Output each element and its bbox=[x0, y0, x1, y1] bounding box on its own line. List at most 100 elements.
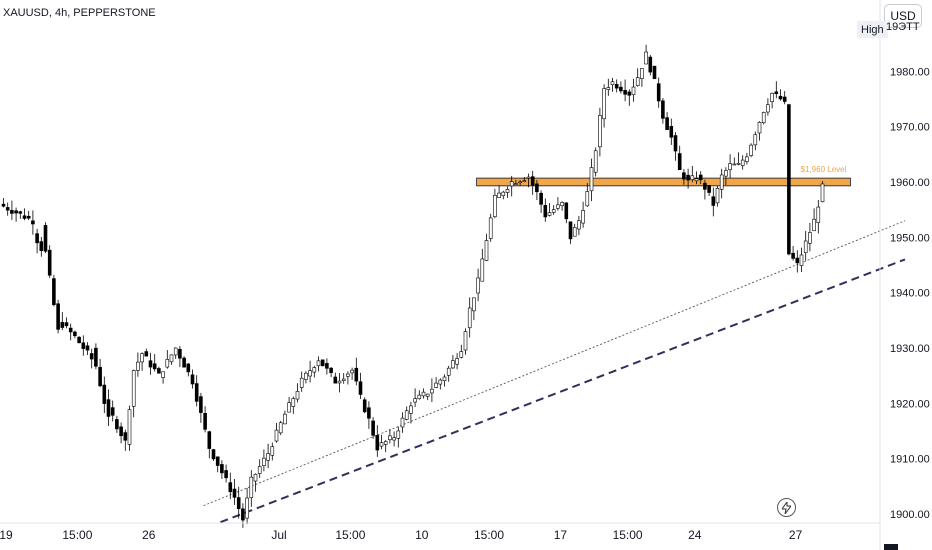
symbol-title[interactable]: XAUUSD, 4h, PEPPERSTONE bbox=[3, 7, 156, 19]
bear-candle-body bbox=[115, 419, 119, 430]
candle bbox=[89, 348, 94, 369]
bull-candle-body bbox=[736, 162, 741, 165]
bull-candle-body bbox=[610, 81, 615, 86]
bear-candle-body bbox=[703, 182, 707, 190]
candle bbox=[270, 442, 275, 461]
candle bbox=[526, 173, 531, 188]
candle bbox=[199, 392, 203, 423]
bull-candle-body bbox=[724, 170, 728, 177]
candle bbox=[47, 245, 52, 278]
candle bbox=[560, 201, 564, 211]
candle bbox=[795, 250, 800, 273]
y-tick-label: 1980.00 bbox=[890, 66, 930, 78]
candle bbox=[577, 215, 581, 236]
candle bbox=[635, 68, 640, 87]
bear-candle-body bbox=[98, 366, 102, 387]
bull-candle-body bbox=[501, 191, 506, 196]
lightning-glyph bbox=[782, 501, 791, 514]
bull-candle-body bbox=[589, 167, 594, 192]
candle bbox=[94, 343, 98, 370]
candle bbox=[619, 81, 623, 94]
bull-candle-body bbox=[463, 331, 468, 351]
candle bbox=[1, 197, 6, 208]
candle bbox=[551, 205, 556, 215]
candle bbox=[85, 342, 90, 356]
candle bbox=[207, 430, 212, 459]
bull-candle-body bbox=[388, 435, 392, 441]
bear-candle-body bbox=[539, 192, 543, 205]
candle bbox=[585, 183, 590, 207]
candle bbox=[98, 358, 102, 388]
bear-candle-body bbox=[778, 95, 783, 100]
candle bbox=[186, 362, 191, 377]
bear-candle-body bbox=[325, 363, 329, 369]
candle bbox=[371, 417, 375, 439]
bear-candle-body bbox=[677, 153, 682, 171]
bull-candle-body bbox=[270, 446, 275, 456]
candle bbox=[14, 207, 18, 222]
candle bbox=[665, 112, 669, 130]
bear-candle-body bbox=[375, 435, 380, 451]
candle bbox=[325, 358, 329, 375]
candle bbox=[556, 197, 560, 211]
candle bbox=[392, 431, 396, 447]
candle bbox=[5, 202, 10, 216]
candle bbox=[417, 390, 422, 400]
candle bbox=[690, 165, 695, 183]
candle bbox=[383, 439, 388, 453]
bear-candle-body bbox=[543, 204, 548, 218]
candle bbox=[127, 405, 132, 451]
bear-candle-body bbox=[224, 470, 228, 479]
bull-candle-body bbox=[316, 360, 321, 367]
candle bbox=[220, 460, 224, 479]
bear-candle-body bbox=[194, 383, 199, 402]
candle bbox=[77, 336, 81, 344]
candle bbox=[480, 248, 485, 282]
candle bbox=[589, 158, 594, 202]
bear-candle-body bbox=[362, 399, 367, 413]
candle bbox=[770, 92, 774, 109]
candle bbox=[446, 365, 451, 382]
candle bbox=[329, 366, 333, 378]
candle bbox=[362, 397, 367, 414]
bear-candle-body bbox=[665, 117, 669, 130]
bull-candle-body bbox=[547, 212, 552, 216]
bear-candle-body bbox=[47, 249, 52, 276]
bull-candle-body bbox=[446, 367, 451, 376]
bear-candle-body bbox=[215, 456, 220, 466]
currency-button[interactable]: USD bbox=[884, 4, 922, 28]
bull-candle-body bbox=[631, 86, 636, 96]
candle bbox=[274, 422, 279, 443]
candle bbox=[425, 393, 430, 401]
candle bbox=[81, 335, 86, 356]
bull-candle-body bbox=[581, 210, 585, 224]
bull-candle-body bbox=[383, 441, 388, 445]
candle bbox=[312, 365, 317, 378]
bull-candle-body bbox=[304, 372, 308, 380]
x-tick-label: 17 bbox=[554, 528, 568, 542]
candle bbox=[761, 111, 766, 125]
bear-candle-body bbox=[207, 431, 212, 449]
candle bbox=[182, 356, 186, 368]
y-tick-label: 1930.00 bbox=[890, 343, 930, 355]
bull-candle-body bbox=[484, 240, 489, 261]
currency-label: USD bbox=[890, 9, 916, 23]
x-tick-label: 19 bbox=[0, 528, 13, 542]
bear-candle-body bbox=[85, 345, 90, 351]
high-value-partial: 19ЭТТ bbox=[886, 21, 920, 33]
bear-candle-body bbox=[10, 210, 14, 214]
level-label: $1,960 Level bbox=[801, 165, 847, 174]
candle bbox=[215, 456, 220, 473]
bear-candle-body bbox=[39, 241, 44, 251]
bear-candle-body bbox=[669, 126, 674, 138]
bull-candle-body bbox=[417, 394, 422, 400]
candle bbox=[165, 350, 170, 369]
bull-candle-body bbox=[808, 232, 812, 244]
lightning-icon[interactable] bbox=[777, 498, 796, 517]
candle bbox=[627, 89, 632, 106]
bull-candle-body bbox=[409, 405, 413, 414]
candle bbox=[31, 210, 35, 235]
